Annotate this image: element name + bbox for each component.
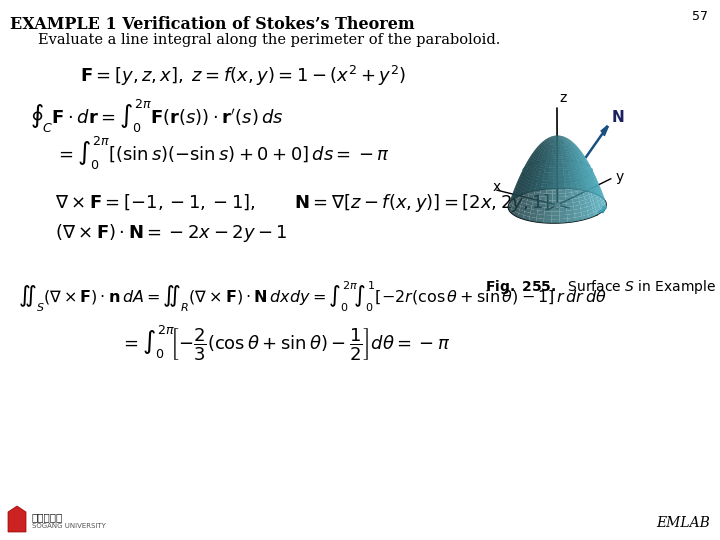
Text: $(\nabla \times \mathbf{F})\cdot\mathbf{N} = -2x-2y-1$: $(\nabla \times \mathbf{F})\cdot\mathbf{…	[55, 222, 287, 244]
Text: IHS: IHS	[11, 512, 23, 517]
Text: 서강대학교: 서강대학교	[32, 512, 63, 522]
Polygon shape	[8, 506, 26, 532]
Text: Evaluate a line integral along the perimeter of the paraboloid.: Evaluate a line integral along the perim…	[38, 33, 500, 47]
Text: $= \int_0^{2\pi}[(\sin s)(-\sin s)+0+0]\,ds = -\pi$: $= \int_0^{2\pi}[(\sin s)(-\sin s)+0+0]\…	[55, 135, 390, 172]
Text: $\mathbf{F} = [y,z,x],\; z = f(x,y) = 1-(x^2+y^2)$: $\mathbf{F} = [y,z,x],\; z = f(x,y) = 1-…	[80, 64, 406, 88]
Text: EMLAB: EMLAB	[656, 516, 710, 530]
Text: $= \int_0^{2\pi}\!\left[-\dfrac{2}{3}(\cos\theta+\sin\theta)-\dfrac{1}{2}\right]: $= \int_0^{2\pi}\!\left[-\dfrac{2}{3}(\c…	[120, 324, 451, 363]
Text: $\iint_S(\nabla\times\mathbf{F})\cdot\mathbf{n}\,dA= \iint_R(\nabla\times\mathbf: $\iint_S(\nabla\times\mathbf{F})\cdot\ma…	[18, 280, 607, 314]
Text: EXAMPLE 1 Verification of Stokes’s Theorem: EXAMPLE 1 Verification of Stokes’s Theor…	[10, 16, 415, 33]
Text: $\mathbf{Fig.\ 255.}$  Surface $S$ in Example 1: $\mathbf{Fig.\ 255.}$ Surface $S$ in Exa…	[485, 278, 720, 296]
Text: $\oint_C \mathbf{F} \cdot d\mathbf{r} = \int_0^{2\pi} \mathbf{F}(\mathbf{r}(s))\: $\oint_C \mathbf{F} \cdot d\mathbf{r} = …	[30, 98, 284, 135]
Text: SOGANG UNIVERSITY: SOGANG UNIVERSITY	[32, 523, 106, 529]
Text: 57: 57	[692, 10, 708, 23]
Text: $\nabla \times \mathbf{F} = [-1,-1,-1],\qquad\mathbf{N} = \nabla[z-f(x,y)] = [2x: $\nabla \times \mathbf{F} = [-1,-1,-1],\…	[55, 192, 551, 214]
